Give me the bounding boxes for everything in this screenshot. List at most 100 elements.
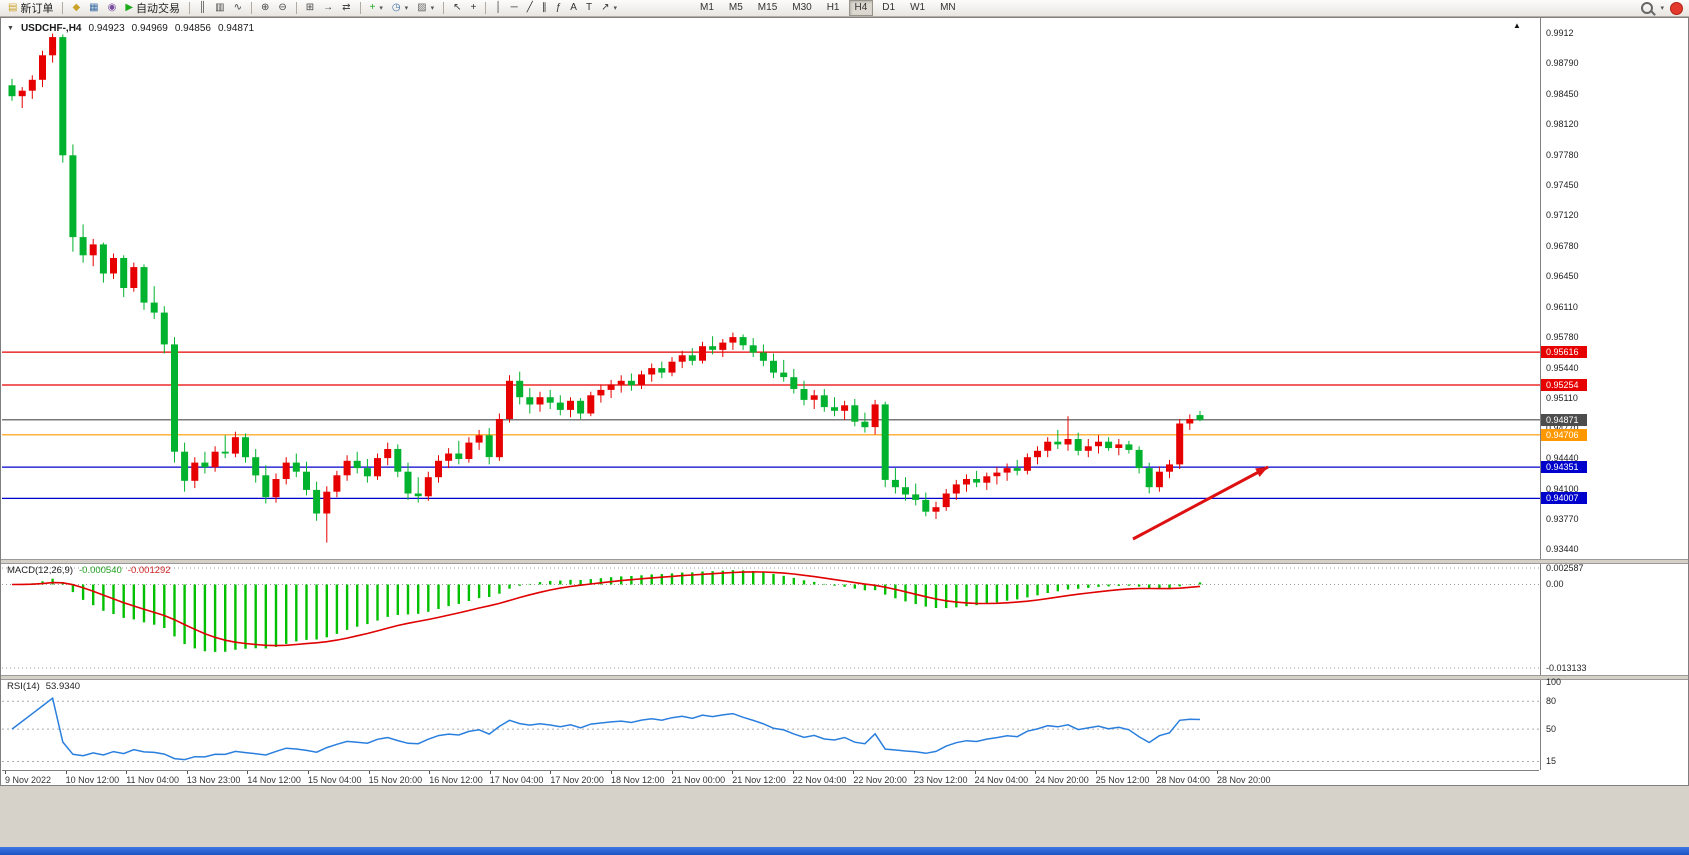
time-axis-tick xyxy=(368,771,370,774)
price-tag: 0.95254 xyxy=(1541,378,1587,391)
toolbar-items: ▤ 新订单 ◆ ▦ ◉ ▶ 自动交易 ║ ▥ ∿ ⊕ ⊖ ⊞ → ⇄ + ▾ ◷ ▾ ▨ ▾ ↖ + │ ─ ╱ ∥ ƒ A T ↗ ▾ M1 M… xyxy=(4,0,963,16)
bar-chart-icon-glyph: ║ xyxy=(199,2,207,13)
time-axis-label: 22 Nov 04:00 xyxy=(792,775,847,785)
templates-icon-glyph: ▨ xyxy=(417,2,427,13)
candlestick-chart-icon-glyph: ▥ xyxy=(215,2,225,13)
chart-shift-icon[interactable]: ⇄ xyxy=(338,0,354,17)
rsi-panel[interactable] xyxy=(2,678,1540,770)
timeframe-h4[interactable]: H4 xyxy=(848,0,874,16)
terminal-icon[interactable]: ▦ xyxy=(85,0,102,17)
macd-panel[interactable] xyxy=(2,562,1540,675)
macd-axis-label: -0.013133 xyxy=(1546,662,1587,673)
time-axis-label: 14 Nov 12:00 xyxy=(247,775,301,785)
search-dropdown-icon[interactable]: ▾ xyxy=(1660,5,1664,12)
time-axis-label: 22 Nov 20:00 xyxy=(853,775,907,785)
panel-divider[interactable] xyxy=(1,675,1688,680)
label-tool[interactable]: T xyxy=(582,0,596,17)
rsi-axis-label: 100 xyxy=(1546,677,1562,688)
autotrading-button-label: 自动交易 xyxy=(136,3,181,15)
time-axis-label: 28 Nov 04:00 xyxy=(1156,775,1210,785)
time-axis-tick xyxy=(1217,771,1218,774)
line-chart-icon-glyph: ∿ xyxy=(233,2,242,13)
text-tool[interactable]: A xyxy=(566,0,581,17)
chart-title-overlay: ▼ USDCHF-,H4 0.94923 0.94969 0.94856 0.9… xyxy=(7,23,254,34)
price-axis-label: 0.95440 xyxy=(1546,362,1579,373)
crosshair-icon-glyph: + xyxy=(470,2,477,13)
metaeditor-icon-glyph: ◆ xyxy=(72,2,81,13)
trendline-tool[interactable]: ╱ xyxy=(523,0,537,17)
search-icon[interactable] xyxy=(1641,2,1654,14)
panel-divider[interactable] xyxy=(1,559,1688,564)
price-axis-label: 0.94770 xyxy=(1546,424,1579,433)
time-axis-tick xyxy=(671,771,673,774)
timeframe-h1[interactable]: H1 xyxy=(826,2,840,13)
indicators-icon[interactable]: + ▾ xyxy=(366,0,387,17)
price-axis-label: 0.97450 xyxy=(1546,179,1579,190)
timeframe-m30[interactable]: M30 xyxy=(792,2,812,13)
sound-icon[interactable]: ◉ xyxy=(104,0,121,17)
timeframe-mn[interactable]: MN xyxy=(940,2,956,13)
time-axis[interactable]: 9 Nov 2022 10 Nov 12:00 11 Nov 04:00 13 Nov… xyxy=(2,770,1539,787)
time-axis-label: 15 Nov 20:00 xyxy=(368,775,423,785)
macd-main-value: -0.000540 xyxy=(79,565,122,576)
desktop-area xyxy=(0,786,1689,847)
timeframe-m15[interactable]: M15 xyxy=(757,2,778,13)
time-axis-tick xyxy=(186,771,188,774)
templates-icon[interactable]: ▨ ▾ xyxy=(413,0,438,17)
collapse-icon[interactable]: ▼ xyxy=(7,25,14,32)
indicators-icon-dropdown-icon[interactable]: ▾ xyxy=(379,5,383,12)
time-axis-tick xyxy=(853,771,855,774)
time-axis-label: 9 Nov 2022 xyxy=(5,775,52,785)
templates-icon-dropdown-icon[interactable]: ▾ xyxy=(430,5,435,12)
time-axis-label: 18 Nov 12:00 xyxy=(611,775,665,785)
cursor-icon[interactable]: ↖ xyxy=(449,0,465,17)
channel-tool[interactable]: ∥ xyxy=(538,0,551,17)
price-axis-label: 0.98450 xyxy=(1546,88,1579,99)
scroll-up-icon[interactable]: ▲ xyxy=(1513,21,1521,30)
price-tag: 0.94706 xyxy=(1541,428,1587,441)
crosshair-icon[interactable]: + xyxy=(467,0,481,17)
rsi-label: RSI(14) 53.9340 xyxy=(7,681,80,692)
horizontal-line-tool[interactable]: ─ xyxy=(507,0,522,17)
period-icon[interactable]: ◷ ▾ xyxy=(388,0,412,17)
zoom-in-icon[interactable]: ⊕ xyxy=(257,0,273,17)
arrows-tool[interactable]: ↗ ▾ xyxy=(597,0,621,17)
price-chart[interactable] xyxy=(2,18,1540,559)
line-chart-icon[interactable]: ∿ xyxy=(230,0,246,17)
rsi-value: 53.9340 xyxy=(45,681,81,692)
tile-windows-icon[interactable]: ⊞ xyxy=(302,0,318,17)
timeframe-m5[interactable]: M5 xyxy=(728,2,743,13)
time-axis-tick xyxy=(126,771,128,774)
price-axis-label: 0.95780 xyxy=(1546,331,1579,342)
price-axis-label: 0.93440 xyxy=(1546,544,1579,555)
label-tool-glyph: T xyxy=(585,2,593,13)
auto-scroll-icon[interactable]: → xyxy=(319,0,337,17)
macd-signal-line xyxy=(11,571,1201,647)
notification-badge[interactable] xyxy=(1670,1,1683,15)
metaeditor-icon[interactable]: ◆ xyxy=(68,0,84,17)
time-axis-label: 23 Nov 12:00 xyxy=(914,775,968,785)
sound-icon-glyph: ◉ xyxy=(107,2,117,13)
autotrading-button[interactable]: ▶ 自动交易 xyxy=(121,0,184,17)
bar-chart-icon[interactable]: ║ xyxy=(195,0,210,17)
price-axis-label: 0.9912 xyxy=(1546,27,1574,38)
timeframe-w1[interactable]: W1 xyxy=(910,2,926,13)
period-icon-dropdown-icon[interactable]: ▾ xyxy=(404,5,409,12)
zoom-out-icon[interactable]: ⊖ xyxy=(274,0,290,17)
candlestick-chart-icon[interactable]: ▥ xyxy=(211,0,228,17)
toolbar-separator xyxy=(359,2,361,14)
arrows-tool-dropdown-icon[interactable]: ▾ xyxy=(613,5,617,12)
taskbar[interactable] xyxy=(0,847,1689,855)
timeframe-d1[interactable]: D1 xyxy=(882,2,896,13)
fibonacci-tool[interactable]: ƒ xyxy=(552,0,566,17)
time-axis-label: 17 Nov 04:00 xyxy=(489,775,544,785)
price-lines[interactable] xyxy=(2,351,1540,499)
timeframe-m1[interactable]: M1 xyxy=(699,2,714,13)
price-axis-label: 0.96780 xyxy=(1546,240,1579,251)
price-axis[interactable]: 0.9912 0.98790 0.98450 0.98120 0.97780 0.9745… xyxy=(1541,18,1688,559)
vertical-line-tool[interactable]: │ xyxy=(491,0,505,17)
trend-arrow-annotation[interactable] xyxy=(1132,465,1269,541)
time-axis-tick xyxy=(489,771,491,774)
new-order-button[interactable]: ▤ 新订单 xyxy=(4,0,57,17)
time-axis-tick xyxy=(611,771,612,774)
